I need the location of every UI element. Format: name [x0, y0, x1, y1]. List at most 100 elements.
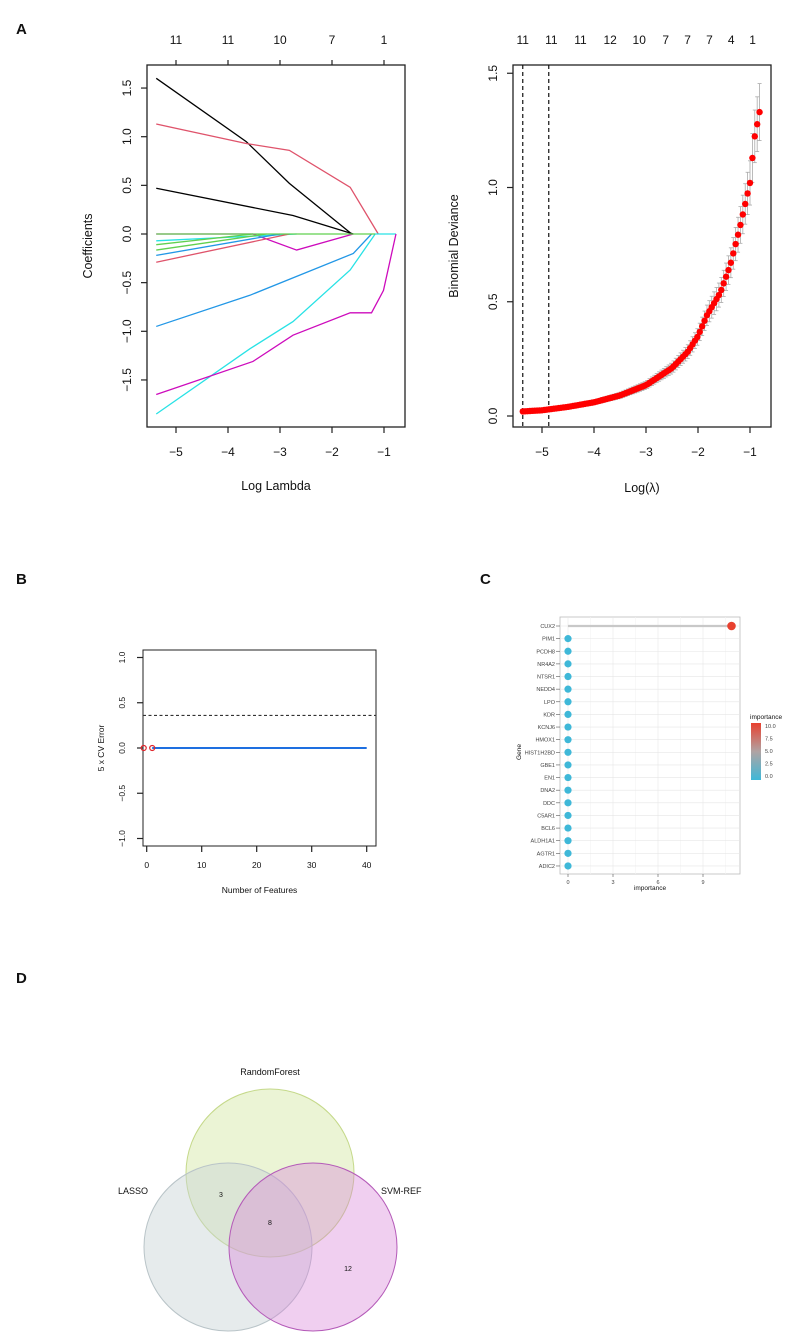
venn-circle-randomforest: [185, 1088, 355, 1258]
deviance-point: [742, 200, 749, 208]
importance-point: [564, 824, 572, 832]
deviance-point: [751, 133, 758, 140]
region-count-lasso-rf: 3: [219, 1192, 223, 1199]
top-axis-label: 10: [273, 33, 287, 47]
panel-letter-a: A: [16, 21, 27, 38]
deviance-point: [727, 259, 735, 266]
svm-rfe-cv-error-plot: 0 10 20 30 40 −1.0 −0.5 0.0 0.5 1.0 Number of Feat…: [96, 649, 377, 895]
y-tick-label: 1.5: [486, 65, 500, 82]
y-tick-label: −1.0: [120, 319, 134, 343]
x-tick-label: 3: [611, 880, 614, 886]
importance-point: [564, 647, 572, 655]
gene-label: EN1: [544, 776, 555, 782]
legend-label: 10.0: [765, 724, 776, 730]
top-axis-label: 11: [574, 33, 587, 47]
y-tick-label: −1.5: [120, 368, 134, 392]
coefficient-path-10: [156, 233, 372, 328]
gene-label: AGTR1: [537, 851, 555, 857]
plot-frame: [559, 616, 741, 875]
top-axis-label: 7: [662, 33, 669, 47]
importance-point: [564, 773, 572, 782]
y-tick-label: 0.5: [486, 293, 500, 310]
importance-point: [727, 621, 736, 631]
x-tick-label: 30: [307, 860, 317, 870]
legend-colorbar: [751, 723, 761, 780]
y-tick-label: 1.0: [120, 128, 134, 145]
x-tick-label: 6: [656, 880, 659, 886]
deviance-point: [696, 328, 703, 336]
importance-point: [564, 672, 572, 681]
top-axis-label: 7: [706, 33, 713, 47]
venn-circle-lasso: [143, 1162, 313, 1332]
importance-point: [564, 736, 572, 744]
deviance-point: [739, 211, 747, 218]
gene-label: NTSR1: [537, 675, 555, 681]
set-label-randomforest: RandomForest: [240, 1067, 300, 1077]
lasso-coefficient-plot: −5 −4 −3 −2 −1 −1.5 −1.0 −0.5 0.0 0.5 1.0 1.5 Log La…: [81, 33, 406, 493]
deviance-point: [698, 323, 706, 330]
x-axis-title: Number of Features: [222, 885, 298, 895]
deviance-point: [732, 240, 739, 248]
importance-point: [564, 710, 572, 719]
importance-point: [564, 723, 572, 731]
x-tick-label: 40: [362, 860, 372, 870]
deviance-point: [753, 121, 761, 128]
lasso-cv-deviance-plot: −5 −4 −3 −2 −1 0.0 0.5 1.0 1.5 Log(λ) Binomial Dev…: [447, 33, 772, 495]
deviance-point: [701, 317, 708, 324]
deviance-point: [730, 250, 737, 257]
top-axis-label: 10: [633, 33, 647, 47]
x-tick-label: −5: [535, 445, 549, 459]
top-axis-label: 1: [749, 33, 756, 47]
deviance-point: [746, 179, 754, 187]
deviance-point: [694, 333, 701, 341]
coefficient-path-12: [156, 233, 397, 396]
deviance-point: [722, 273, 730, 280]
top-axis-label: 7: [684, 33, 691, 47]
panel-letter-b: B: [16, 571, 27, 588]
x-tick-label: −1: [743, 445, 757, 459]
y-axis-title: Gene: [516, 744, 523, 760]
panel-letter-c: C: [480, 571, 491, 588]
x-tick-label: −4: [587, 445, 601, 459]
top-axis-label: 11: [545, 33, 558, 47]
x-axis-title: importance: [634, 885, 667, 892]
venn-circle-svm-ref: [228, 1162, 398, 1332]
coefficient-path-9: [156, 233, 290, 263]
coefficient-path-7: [156, 233, 267, 251]
y-tick-label: 0.0: [117, 742, 127, 754]
importance-point: [564, 862, 572, 870]
y-tick-label: 0.5: [117, 697, 127, 709]
coefficient-path-11: [155, 233, 396, 415]
deviance-point: [725, 266, 732, 274]
gene-label: KDR: [543, 712, 555, 718]
venn-diagram: RandomForest LASSO SVM-REF 3 8 12: [118, 1067, 422, 1332]
importance-point: [564, 698, 572, 706]
x-tick-label: 9: [701, 880, 704, 886]
deviance-point: [744, 190, 751, 197]
coefficient-path-6: [156, 233, 254, 246]
deviance-point: [737, 221, 744, 229]
coefficient-path-3: [156, 187, 354, 235]
gene-label: C5AR1: [537, 813, 555, 819]
importance-point: [564, 837, 572, 845]
legend-label: 2.5: [765, 762, 773, 768]
top-axis-label: 4: [728, 33, 735, 47]
legend-title: importance: [750, 714, 783, 721]
deviance-point: [734, 231, 742, 238]
y-axis-title: 5 x CV Error: [96, 724, 106, 771]
x-tick-label: 0: [144, 860, 149, 870]
gene-label: KCNJ6: [538, 725, 555, 731]
x-axis-title: Log Lambda: [241, 479, 311, 493]
x-tick-label: 0: [566, 880, 569, 886]
region-count-all: 8: [268, 1220, 272, 1227]
deviance-point: [720, 280, 727, 287]
y-tick-label: 0.5: [120, 177, 134, 194]
importance-point: [564, 849, 572, 857]
importance-point: [564, 786, 572, 794]
plot-frame: [512, 64, 772, 428]
top-axis-label: 11: [222, 33, 235, 47]
set-label-svm-ref: SVM-REF: [381, 1186, 422, 1196]
cv-error-point: [140, 744, 147, 752]
random-forest-importance-plot: CUX2 PIM1 PCDH8 NR4A2 NTSR1 NEDD4 LPO KDR KCNJ6 H…: [516, 616, 783, 892]
gene-label: PCDH8: [536, 649, 555, 655]
